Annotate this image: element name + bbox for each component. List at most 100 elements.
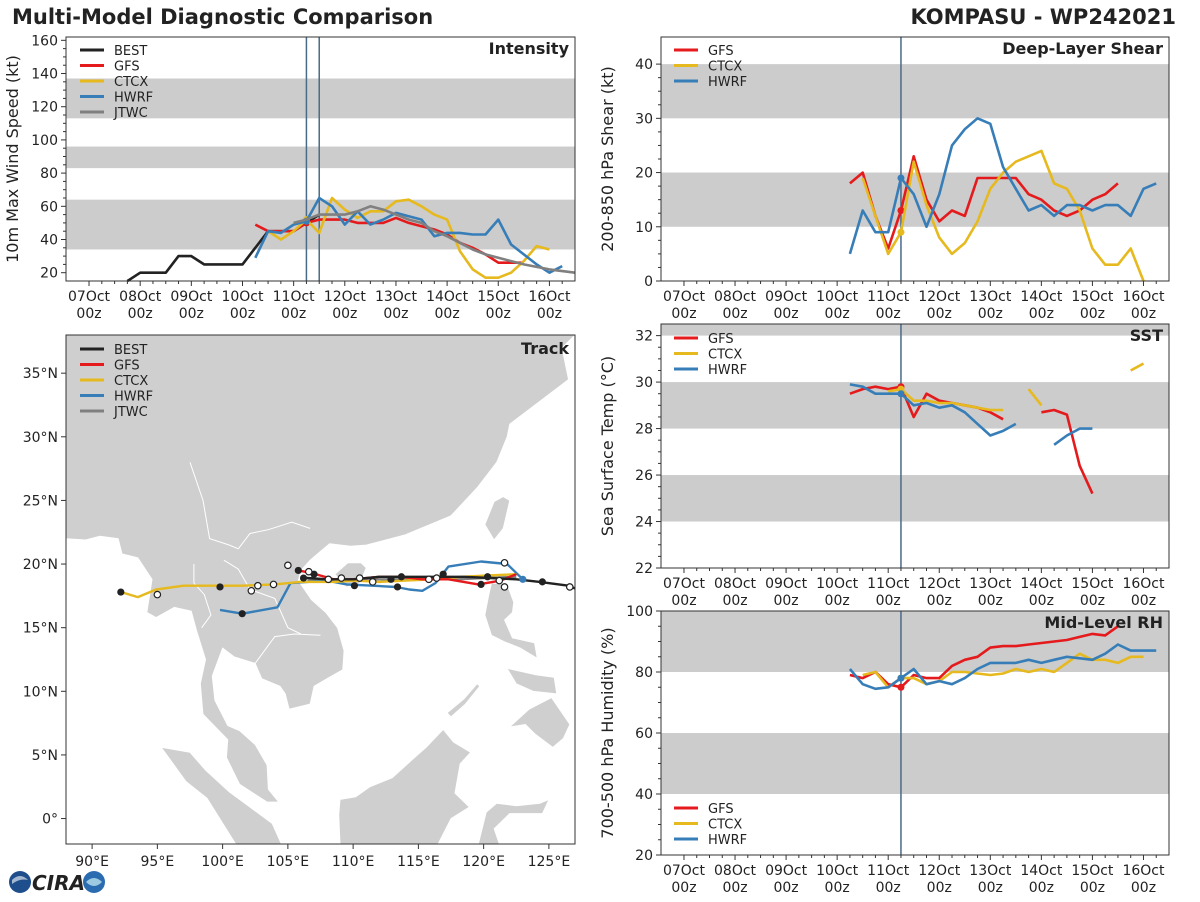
- series-intensity-ctcx: [267, 196, 550, 279]
- series-rh-ctcx: [862, 652, 1144, 689]
- xtick-day-shear-3: 10Oct: [816, 289, 859, 305]
- ylabel-shear: 200-850 hPa Shear (kt): [598, 66, 617, 252]
- legend-label-intensity-best: BEST: [114, 44, 147, 59]
- xtick-day-intensity-7: 14Oct: [426, 289, 469, 305]
- country-border-0: [189, 462, 239, 550]
- xtick-hour-intensity-5: 00z: [332, 306, 357, 322]
- land-luzon: [484, 582, 538, 659]
- track-point-open-8: [355, 574, 364, 582]
- ylabel-rh: 700-500 hPa Humidity (%): [598, 627, 617, 838]
- xtick-day-rh-6: 13Oct: [969, 863, 1012, 879]
- init-point-rh-gfs: [897, 683, 905, 691]
- track-point-open-5: [304, 567, 313, 576]
- series-rh-gfs: [849, 625, 1119, 689]
- track-point-open-7: [337, 574, 346, 582]
- legend-label-rh-gfs: GFS: [708, 802, 734, 817]
- track-point-open-1: [247, 586, 256, 595]
- figure-title: Multi-Model Diagnostic Comparison: [12, 5, 434, 29]
- track-point-filled-11: [483, 573, 492, 581]
- legend-label-rh-ctcx: CTCX: [708, 818, 742, 833]
- legend-label-sst-hwrf: HWRF: [708, 363, 747, 378]
- ytick-label-intensity-140: 140: [31, 67, 58, 83]
- track-ytick-label-7: 35°N: [23, 366, 58, 382]
- ytick-label-shear-20: 20: [635, 166, 653, 182]
- ytick-label-sst-26: 26: [635, 468, 653, 484]
- legend-label-intensity-ctcx: CTCX: [114, 75, 148, 90]
- country-border-3: [254, 633, 321, 664]
- track-ytick-label-2: 10°N: [23, 684, 58, 700]
- legend-label-track-ctcx: CTCX: [114, 374, 148, 389]
- land-visayas: [506, 667, 558, 695]
- panel-title-sst: SST: [1130, 326, 1163, 345]
- land-palawan: [446, 683, 481, 718]
- legend-label-rh-hwrf: HWRF: [708, 833, 747, 848]
- xtick-hour-sst-0: 00z: [671, 593, 696, 609]
- frame-sst: [660, 323, 1170, 569]
- logo-globe-icon: [9, 871, 31, 893]
- ylabel-intensity: 10m Max Wind Speed (kt): [3, 55, 22, 263]
- panel-title-intensity: Intensity: [489, 39, 570, 58]
- xtick-hour-rh-3: 00z: [825, 880, 850, 896]
- series-sst-gfs-1: [1041, 408, 1094, 495]
- xtick-hour-shear-5: 00z: [927, 306, 952, 322]
- xtick-day-sst-4: 11Oct: [867, 576, 910, 592]
- ytick-label-intensity-100: 100: [31, 133, 58, 149]
- track-xtick-label-1: 95°E: [141, 854, 175, 870]
- xtick-day-shear-0: 07Oct: [663, 289, 706, 305]
- track-point-open-14: [500, 583, 509, 591]
- xtick-day-intensity-3: 10Oct: [221, 289, 264, 305]
- track-point-filled-8: [397, 573, 406, 581]
- xtick-day-rh-0: 07Oct: [663, 863, 706, 879]
- xtick-day-rh-8: 15Oct: [1071, 863, 1114, 879]
- band-shear-1: [661, 64, 1169, 119]
- series-sst-hwrf-0: [849, 383, 1017, 437]
- xtick-hour-sst-4: 00z: [876, 593, 901, 609]
- xtick-day-shear-2: 09Oct: [765, 289, 808, 305]
- ytick-label-sst-24: 24: [635, 515, 653, 531]
- ylabel-sst: Sea Surface Temp (°C): [598, 356, 617, 536]
- xtick-day-intensity-0: 07Oct: [68, 289, 111, 305]
- xtick-hour-shear-9: 00z: [1131, 306, 1156, 322]
- xtick-hour-shear-3: 00z: [825, 306, 850, 322]
- xtick-hour-rh-7: 00z: [1029, 880, 1054, 896]
- band-rh-1: [661, 611, 1169, 672]
- land-sumatra: [160, 746, 282, 844]
- country-border-4: [193, 564, 212, 628]
- init-point-shear-hwrf: [897, 174, 905, 182]
- band-intensity-0: [66, 199, 575, 250]
- track-point-open-2: [254, 581, 262, 590]
- land-mindanao: [508, 697, 571, 748]
- panel-shear: 01020304007Oct00z08Oct00z09Oct00z10Oct00…: [598, 36, 1170, 322]
- series-shear-ctcx: [861, 149, 1145, 282]
- ytick-label-sst-32: 32: [635, 329, 653, 345]
- xtick-hour-sst-3: 00z: [825, 593, 850, 609]
- legend-label-track-jtwc: JTWC: [113, 405, 148, 420]
- track-point-open-6: [324, 575, 333, 584]
- xtick-day-shear-1: 08Oct: [714, 289, 757, 305]
- track-point-open-3: [269, 580, 278, 589]
- track-point-open-10: [425, 575, 433, 584]
- track-point-filled-10: [477, 580, 485, 589]
- track-point-filled-0: [117, 588, 125, 596]
- track-hwrf: [219, 560, 524, 615]
- panel-title-rh: Mid-Level RH: [1044, 613, 1163, 632]
- xtick-day-shear-9: 16Oct: [1122, 289, 1165, 305]
- country-border-2: [223, 559, 302, 635]
- land-borneo: [338, 728, 472, 844]
- xtick-hour-rh-9: 00z: [1131, 880, 1156, 896]
- xtick-hour-sst-6: 00z: [978, 593, 1003, 609]
- track-xtick-label-3: 105°E: [267, 854, 310, 870]
- legend-label-track-hwrf: HWRF: [114, 390, 153, 405]
- xtick-day-intensity-9: 16Oct: [528, 289, 571, 305]
- xtick-hour-intensity-9: 00z: [537, 306, 562, 322]
- track-xtick-label-4: 110°E: [332, 854, 375, 870]
- xtick-day-intensity-2: 09Oct: [170, 289, 213, 305]
- legend-label-sst-ctcx: CTCX: [708, 348, 742, 363]
- legend-label-track-best: BEST: [114, 343, 147, 358]
- ytick-label-rh-80: 80: [635, 665, 653, 681]
- xtick-day-rh-7: 14Oct: [1020, 863, 1063, 879]
- track-point-open-11: [432, 574, 441, 582]
- track-point-filled-2: [238, 610, 246, 618]
- ytick-label-rh-100: 100: [626, 604, 653, 620]
